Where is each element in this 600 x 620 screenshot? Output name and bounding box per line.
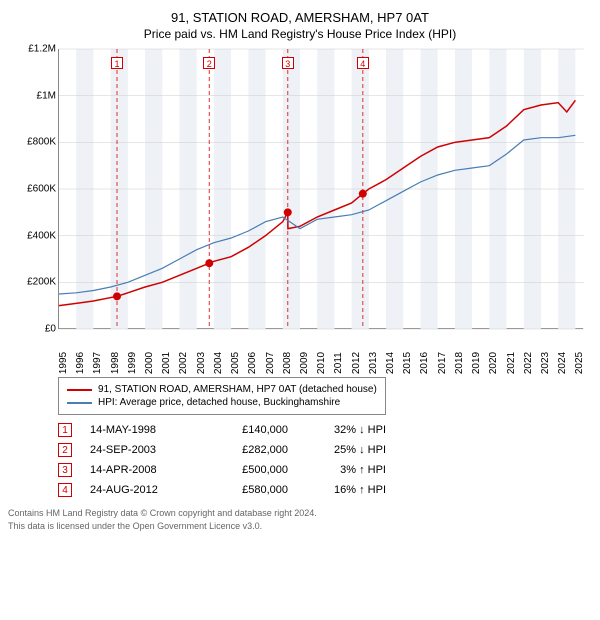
y-tick-label: £1.2M	[28, 44, 56, 55]
x-tick-label: 2006	[247, 352, 258, 374]
y-tick-label: £400K	[27, 230, 56, 241]
x-tick-label: 2018	[454, 352, 465, 374]
x-tick-label: 2014	[385, 352, 396, 374]
x-tick-label: 2012	[351, 352, 362, 374]
y-tick-label: £0	[45, 324, 56, 335]
row-marker: 2	[58, 443, 72, 457]
x-tick-label: 2005	[230, 352, 241, 374]
line-chart: £0£200K£400K£600K£800K£1M£1.2M 1234 1995…	[18, 49, 588, 369]
x-tick-label: 2008	[282, 352, 293, 374]
row-price: £580,000	[208, 484, 288, 496]
chart-marker: 3	[282, 57, 294, 69]
y-axis: £0£200K£400K£600K£800K£1M£1.2M	[18, 49, 58, 329]
x-tick-label: 2009	[299, 352, 310, 374]
row-price: £140,000	[208, 424, 288, 436]
page-subtitle: Price paid vs. HM Land Registry's House …	[8, 27, 592, 41]
row-price: £500,000	[208, 464, 288, 476]
plot-area: 1 2 3 4	[58, 49, 583, 329]
row-date: 24-AUG-2012	[90, 484, 190, 496]
y-tick-label: £200K	[27, 277, 56, 288]
row-pct: 32% ↓ HPI	[306, 424, 386, 436]
chart-marker: 1	[111, 57, 123, 69]
row-pct: 3% ↑ HPI	[306, 464, 386, 476]
x-tick-label: 2025	[574, 352, 585, 374]
row-date: 14-MAY-1998	[90, 424, 190, 436]
x-tick-label: 2017	[437, 352, 448, 374]
row-date: 14-APR-2008	[90, 464, 190, 476]
x-tick-label: 2004	[213, 352, 224, 374]
x-tick-label: 2024	[557, 352, 568, 374]
table-row: 3 14-APR-2008 £500,000 3% ↑ HPI	[58, 463, 592, 477]
row-pct: 25% ↓ HPI	[306, 444, 386, 456]
legend-item: HPI: Average price, detached house, Buck…	[67, 397, 377, 408]
chart-marker: 4	[357, 57, 369, 69]
x-tick-label: 2011	[333, 352, 344, 374]
x-tick-label: 2021	[506, 352, 517, 374]
x-tick-label: 2003	[196, 352, 207, 374]
x-tick-label: 2019	[471, 352, 482, 374]
row-marker: 4	[58, 483, 72, 497]
legend-item: 91, STATION ROAD, AMERSHAM, HP7 0AT (det…	[67, 384, 377, 395]
x-tick-label: 1997	[92, 352, 103, 374]
row-pct: 16% ↑ HPI	[306, 484, 386, 496]
x-tick-label: 2022	[523, 352, 534, 374]
transactions-table: 1 14-MAY-1998 £140,000 32% ↓ HPI 2 24-SEP-200…	[58, 423, 592, 497]
x-tick-label: 2023	[540, 352, 551, 374]
legend-label: HPI: Average price, detached house, Buck…	[98, 397, 340, 408]
x-tick-label: 2000	[144, 352, 155, 374]
table-row: 1 14-MAY-1998 £140,000 32% ↓ HPI	[58, 423, 592, 437]
row-marker: 1	[58, 423, 72, 437]
x-tick-label: 2002	[178, 352, 189, 374]
footnote-line: This data is licensed under the Open Gov…	[8, 520, 592, 533]
legend: 91, STATION ROAD, AMERSHAM, HP7 0AT (det…	[58, 377, 386, 415]
row-date: 24-SEP-2003	[90, 444, 190, 456]
footnote-line: Contains HM Land Registry data © Crown c…	[8, 507, 592, 520]
footnote: Contains HM Land Registry data © Crown c…	[8, 507, 592, 532]
row-price: £282,000	[208, 444, 288, 456]
x-tick-label: 2001	[161, 352, 172, 374]
legend-swatch	[67, 389, 92, 391]
legend-swatch	[67, 402, 92, 404]
x-tick-label: 2010	[316, 352, 327, 374]
x-tick-label: 2015	[402, 352, 413, 374]
x-tick-label: 2016	[419, 352, 430, 374]
y-tick-label: £800K	[27, 137, 56, 148]
row-marker: 3	[58, 463, 72, 477]
x-tick-label: 1996	[75, 352, 86, 374]
x-tick-label: 1999	[127, 352, 138, 374]
table-row: 4 24-AUG-2012 £580,000 16% ↑ HPI	[58, 483, 592, 497]
legend-label: 91, STATION ROAD, AMERSHAM, HP7 0AT (det…	[98, 384, 377, 395]
y-tick-label: £1M	[37, 90, 56, 101]
x-tick-label: 1998	[110, 352, 121, 374]
x-tick-label: 2020	[488, 352, 499, 374]
chart-marker: 2	[203, 57, 215, 69]
x-tick-label: 1995	[58, 352, 69, 374]
x-tick-label: 2007	[265, 352, 276, 374]
table-row: 2 24-SEP-2003 £282,000 25% ↓ HPI	[58, 443, 592, 457]
x-axis: 1995199619971998199920002001200220032004…	[58, 333, 583, 369]
y-tick-label: £600K	[27, 184, 56, 195]
page-title: 91, STATION ROAD, AMERSHAM, HP7 0AT	[8, 10, 592, 25]
x-tick-label: 2013	[368, 352, 379, 374]
